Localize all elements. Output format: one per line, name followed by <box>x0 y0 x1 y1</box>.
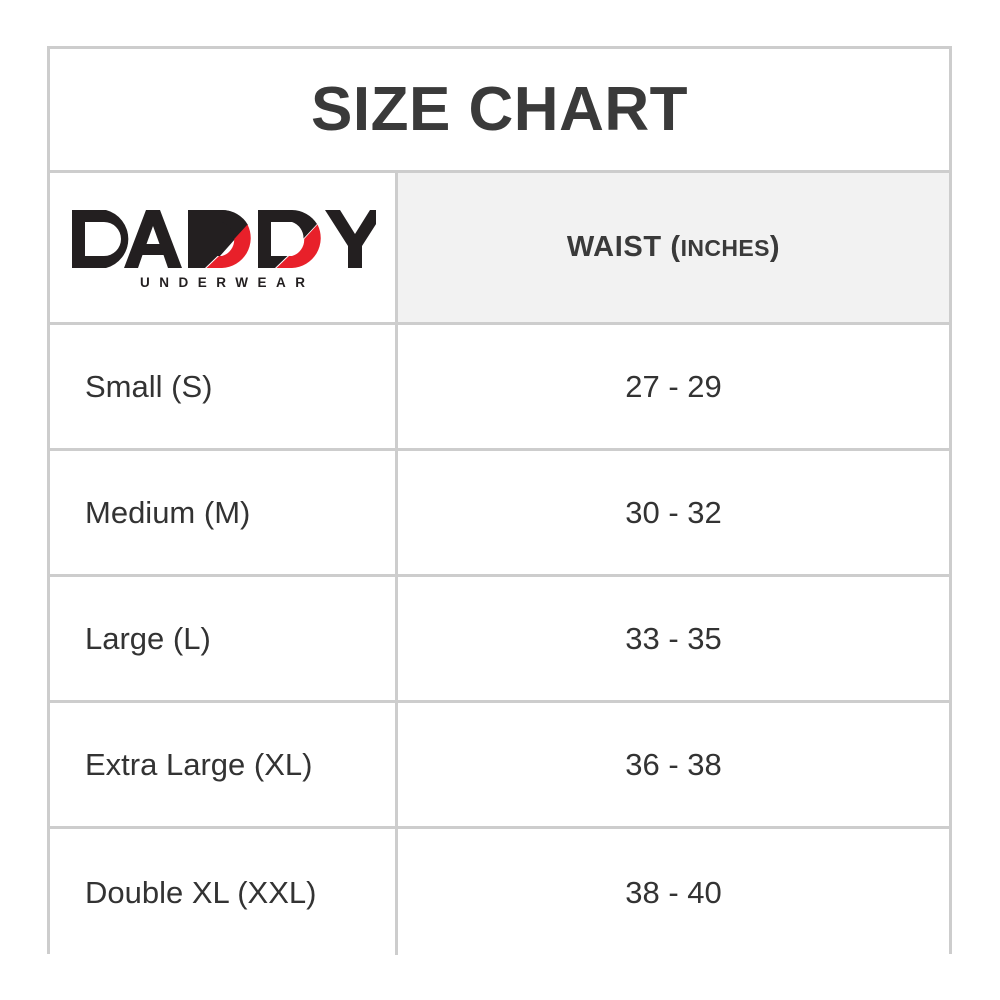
cell-size: Small (S) <box>50 325 398 448</box>
page-title: SIZE CHART <box>311 74 688 144</box>
size-label: Large (L) <box>85 621 211 656</box>
cell-size: Double XL (XXL) <box>50 829 398 955</box>
cell-waist: 38 - 40 <box>398 829 949 955</box>
waist-value: 36 - 38 <box>625 747 722 782</box>
table-row: Large (L) 33 - 35 <box>50 577 949 703</box>
cell-waist: 33 - 35 <box>398 577 949 700</box>
header-cell-waist: WAIST (INCHES) <box>398 173 949 322</box>
brand-tagline: UNDERWEAR <box>139 274 315 290</box>
daddy-wordmark-icon <box>71 209 376 268</box>
cell-waist: 30 - 32 <box>398 451 949 574</box>
size-label: Small (S) <box>85 369 213 404</box>
waist-header-open-paren: ( <box>670 231 681 263</box>
header-cell-logo: UNDERWEAR <box>50 173 398 322</box>
table-header-row: UNDERWEAR WAIST (INCHES) <box>50 173 949 325</box>
size-label: Medium (M) <box>85 495 251 530</box>
table-row: Medium (M) 30 - 32 <box>50 451 949 577</box>
waist-value: 27 - 29 <box>625 369 722 404</box>
waist-header-main: WAIST <box>566 231 662 263</box>
table-row: Double XL (XXL) 38 - 40 <box>50 829 949 955</box>
waist-column-header: WAIST (INCHES) <box>567 233 780 262</box>
waist-header-unit: INCHES <box>680 235 770 261</box>
waist-header-close-paren: ) <box>769 231 781 263</box>
cell-waist: 27 - 29 <box>398 325 949 448</box>
table-row: Extra Large (XL) 36 - 38 <box>50 703 949 829</box>
waist-value: 33 - 35 <box>625 621 722 656</box>
cell-size: Medium (M) <box>50 451 398 574</box>
waist-value: 30 - 32 <box>625 495 722 530</box>
size-chart-table: SIZE CHART <box>47 46 952 955</box>
size-label: Extra Large (XL) <box>85 747 313 782</box>
waist-value: 38 - 40 <box>625 874 722 910</box>
cell-size: Extra Large (XL) <box>50 703 398 826</box>
cell-size: Large (L) <box>50 577 398 700</box>
size-label: Double XL (XXL) <box>85 874 317 910</box>
chart-title-row: SIZE CHART <box>50 49 949 173</box>
table-row: Small (S) 27 - 29 <box>50 325 949 451</box>
cell-waist: 36 - 38 <box>398 703 949 826</box>
brand-logo: UNDERWEAR <box>70 208 376 290</box>
